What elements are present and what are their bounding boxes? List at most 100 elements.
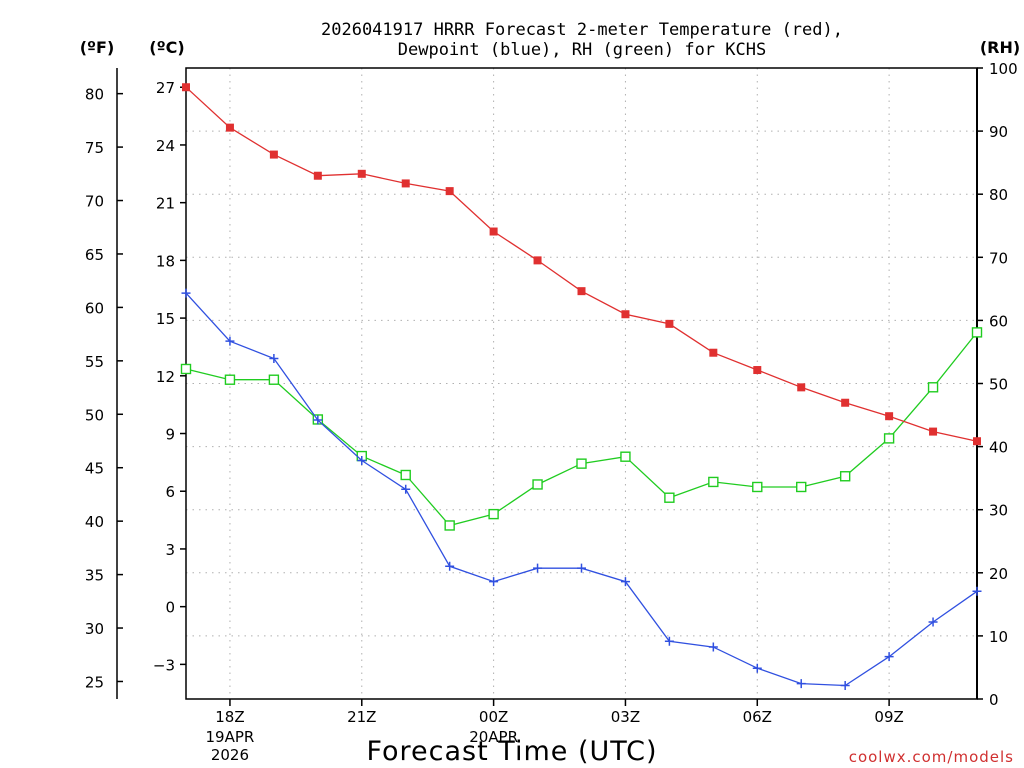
rh-point xyxy=(752,481,763,493)
x-tick-label: 21Z xyxy=(347,708,376,726)
dewpoint-point xyxy=(752,663,762,673)
fahrenheit-tick-label: 65 xyxy=(85,246,104,264)
rh-point xyxy=(268,374,280,385)
chart-title-line2: Dewpoint (blue), RH (green) for KCHS xyxy=(398,40,766,60)
rh-tick-label: 10 xyxy=(989,628,1008,646)
dewpoint-point xyxy=(533,563,543,573)
x-tick-label: 18Z xyxy=(215,708,244,726)
temperature-point xyxy=(841,398,850,407)
temperature-point xyxy=(225,123,234,132)
fahrenheit-tick-label: 35 xyxy=(85,567,104,585)
rh-point xyxy=(839,471,851,482)
dewpoint-point xyxy=(489,577,499,587)
x-tick-label: 06Z xyxy=(743,708,772,726)
dewpoint-point xyxy=(928,617,938,627)
temperature-point xyxy=(929,427,938,436)
celsius-tick-label: 27 xyxy=(156,79,175,97)
celsius-tick-label: 6 xyxy=(165,483,175,501)
dewpoint-point xyxy=(840,681,850,691)
dewpoint-point xyxy=(664,636,674,646)
rh-tick-label: 0 xyxy=(989,691,999,709)
rh-tick-label: 20 xyxy=(989,565,1008,583)
celsius-tick-label: 0 xyxy=(165,599,175,617)
x-tick-label: 00Z xyxy=(479,708,508,726)
dewpoint-point xyxy=(884,652,894,662)
axes: 2724211815129630−38075706560555045403530… xyxy=(85,60,1018,709)
rh-point xyxy=(444,520,455,531)
rh-point xyxy=(620,451,631,462)
celsius-tick-label: 24 xyxy=(156,137,175,155)
rh-axis-header: (RH) xyxy=(980,38,1020,57)
rh-tick-label: 80 xyxy=(989,186,1008,204)
celsius-tick-label: 21 xyxy=(156,195,175,213)
fahrenheit-tick-label: 80 xyxy=(85,86,104,104)
rh-tick-label: 30 xyxy=(989,502,1008,520)
fahrenheit-tick-label: 25 xyxy=(85,673,104,691)
temperature-point xyxy=(797,383,806,392)
dewpoint-point xyxy=(181,288,191,298)
temperature-point xyxy=(489,227,498,236)
dewpoint-point xyxy=(577,563,586,573)
x-tick-label: 09Z xyxy=(874,708,903,726)
temperature-point xyxy=(357,169,366,178)
temperature-point xyxy=(973,437,981,446)
dewpoint-point xyxy=(708,642,718,652)
dewpoint-point xyxy=(357,455,367,465)
rh-point xyxy=(971,327,983,338)
temperature-point xyxy=(753,366,762,375)
celsius-axis-header: (ºC) xyxy=(149,38,184,57)
dewpoint-point xyxy=(401,484,411,494)
fahrenheit-tick-label: 40 xyxy=(85,513,104,531)
rh-point xyxy=(488,508,499,520)
grid-lines xyxy=(186,68,977,699)
rh-point xyxy=(576,458,587,469)
dewpoint-point xyxy=(445,561,455,571)
fahrenheit-tick-label: 45 xyxy=(85,460,104,478)
fahrenheit-tick-label: 75 xyxy=(85,139,104,157)
watermark: coolwx.com/models xyxy=(849,748,1014,766)
celsius-tick-label: 9 xyxy=(165,426,175,444)
temperature-point xyxy=(621,310,630,319)
celsius-tick-label: 18 xyxy=(156,252,175,270)
fahrenheit-tick-label: 60 xyxy=(85,299,104,317)
fahrenheit-tick-label: 30 xyxy=(85,620,104,638)
temperature-point xyxy=(709,348,718,357)
dewpoint-point xyxy=(972,586,982,596)
rh-point xyxy=(883,433,895,444)
rh-tick-label: 50 xyxy=(989,376,1008,394)
temperature-point xyxy=(665,319,674,328)
celsius-tick-label: 3 xyxy=(165,541,175,559)
rh-tick-label: 100 xyxy=(989,60,1018,78)
dewpoint-point xyxy=(620,577,630,587)
dewpoint-point xyxy=(225,336,235,346)
temperature-point xyxy=(577,287,586,296)
x-tick-label: 03Z xyxy=(611,708,640,726)
rh-point xyxy=(224,374,236,385)
celsius-tick-label: 12 xyxy=(156,368,175,386)
fahrenheit-tick-label: 70 xyxy=(85,193,104,211)
rh-tick-label: 90 xyxy=(989,123,1008,141)
rh-point xyxy=(400,469,411,481)
chart-title-line1: 2026041917 HRRR Forecast 2-meter Tempera… xyxy=(321,20,843,40)
rh-point xyxy=(532,479,543,490)
x-tick-year-label: 2026 xyxy=(211,746,249,764)
x-tick-date-label: 20APR xyxy=(469,728,518,746)
rh-point xyxy=(180,363,192,375)
x-tick-date-label: 19APR xyxy=(206,728,255,746)
celsius-tick-label: 15 xyxy=(156,310,175,328)
rh-point xyxy=(796,481,807,493)
dewpoint-point xyxy=(796,679,806,689)
dewpoint-point xyxy=(269,353,279,363)
temperature-point xyxy=(401,179,410,188)
plot-area xyxy=(186,68,977,699)
rh-tick-label: 70 xyxy=(989,249,1008,267)
x-axis-title: Forecast Time (UTC) xyxy=(366,736,657,767)
fahrenheit-tick-label: 55 xyxy=(85,353,104,371)
rh-point xyxy=(927,382,939,393)
temperature-point xyxy=(885,412,894,421)
fahrenheit-axis-header: (ºF) xyxy=(80,38,115,57)
dewpoint-point xyxy=(313,415,323,425)
rh-tick-label: 40 xyxy=(989,439,1008,457)
